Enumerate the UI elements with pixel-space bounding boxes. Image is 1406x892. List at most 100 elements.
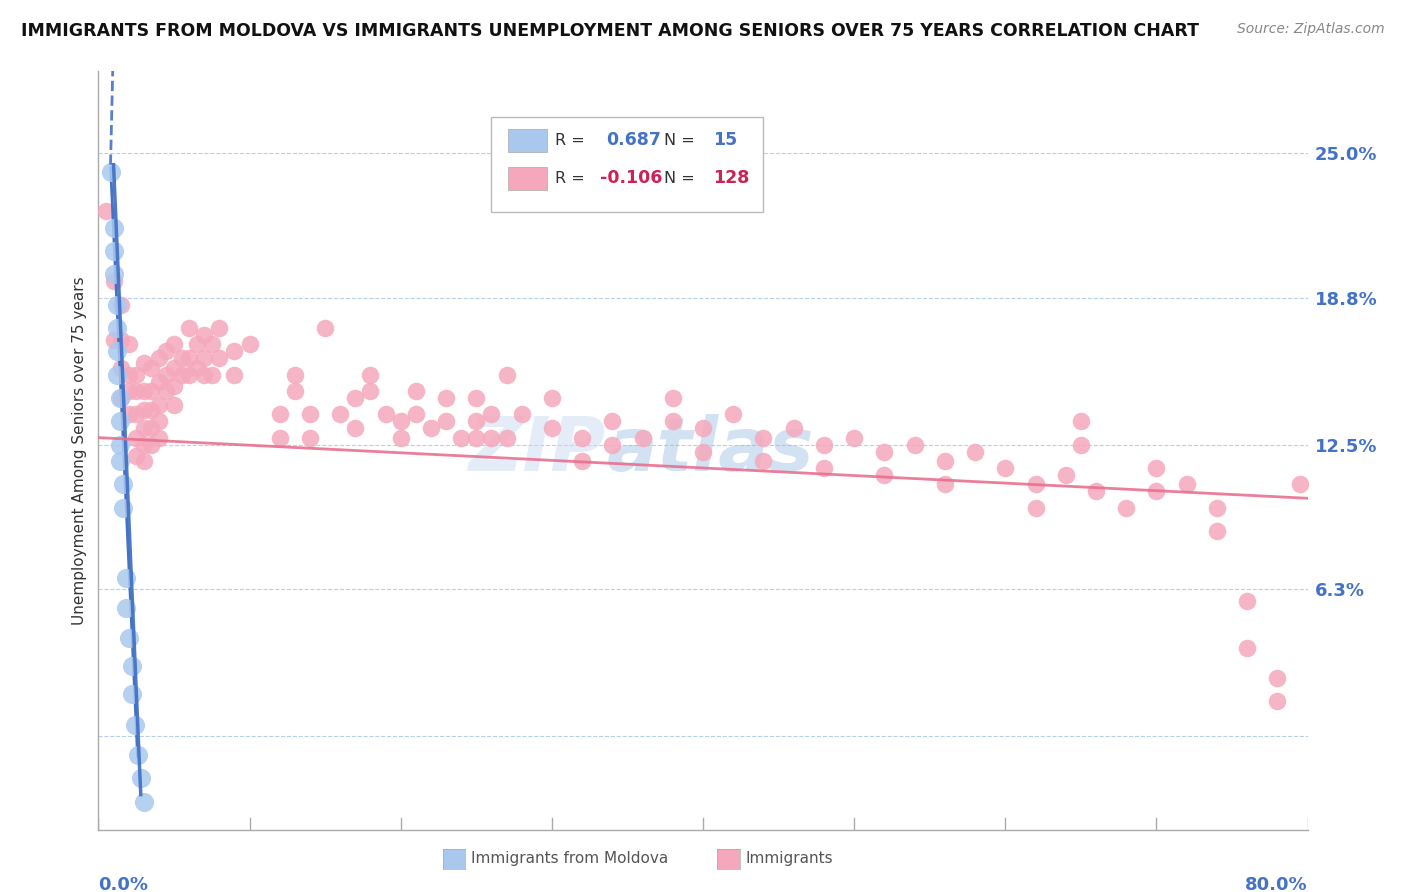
Text: IMMIGRANTS FROM MOLDOVA VS IMMIGRANTS UNEMPLOYMENT AMONG SENIORS OVER 75 YEARS C: IMMIGRANTS FROM MOLDOVA VS IMMIGRANTS UN… — [21, 22, 1199, 40]
Point — [103, 244, 125, 258]
Point — [100, 164, 122, 178]
Point — [481, 407, 503, 421]
Point — [540, 391, 562, 405]
Point — [602, 414, 624, 428]
Point — [1236, 594, 1258, 608]
Point — [129, 771, 152, 785]
Point — [148, 351, 170, 366]
Point — [1289, 477, 1312, 491]
Point — [127, 747, 149, 762]
Point — [389, 431, 412, 445]
Text: -0.106: -0.106 — [600, 169, 662, 187]
Point — [111, 500, 134, 515]
Point — [284, 368, 307, 382]
Point — [434, 391, 457, 405]
Text: 0.0%: 0.0% — [98, 876, 149, 892]
Point — [125, 450, 148, 464]
Point — [103, 333, 125, 347]
Point — [813, 437, 835, 451]
Point — [224, 368, 246, 382]
Point — [965, 444, 987, 458]
Point — [1054, 467, 1077, 482]
Point — [904, 437, 927, 451]
FancyBboxPatch shape — [492, 117, 763, 211]
Point — [125, 431, 148, 445]
Point — [495, 368, 517, 382]
Point — [1144, 484, 1167, 499]
Point — [1267, 671, 1289, 685]
Point — [110, 391, 132, 405]
Point — [155, 368, 177, 382]
Point — [269, 407, 291, 421]
Point — [132, 421, 155, 435]
Point — [170, 351, 193, 366]
Point — [314, 321, 336, 335]
Point — [571, 454, 593, 468]
Text: 80.0%: 80.0% — [1244, 876, 1308, 892]
Point — [465, 431, 488, 445]
Point — [132, 402, 155, 417]
Point — [344, 391, 367, 405]
Point — [571, 431, 593, 445]
Point — [752, 454, 775, 468]
Point — [179, 351, 201, 366]
Point — [602, 437, 624, 451]
Point — [132, 356, 155, 370]
Point — [1085, 484, 1108, 499]
Point — [1267, 694, 1289, 708]
Point — [1070, 414, 1092, 428]
Point — [374, 407, 396, 421]
Point — [1024, 477, 1046, 491]
Point — [141, 421, 163, 435]
Point — [108, 414, 131, 428]
Text: 0.687: 0.687 — [606, 131, 661, 149]
Point — [132, 454, 155, 468]
Point — [434, 414, 457, 428]
Point — [163, 398, 186, 412]
Point — [465, 391, 488, 405]
Point — [125, 368, 148, 382]
Text: Immigrants: Immigrants — [745, 852, 832, 866]
Point — [1024, 500, 1046, 515]
Point — [465, 414, 488, 428]
Point — [405, 407, 427, 421]
Point — [132, 384, 155, 398]
Point — [105, 298, 128, 312]
Point — [813, 461, 835, 475]
Point — [118, 384, 141, 398]
Point — [723, 407, 745, 421]
Point — [201, 337, 224, 351]
Y-axis label: Unemployment Among Seniors over 75 years: Unemployment Among Seniors over 75 years — [72, 277, 87, 624]
Point — [692, 421, 714, 435]
Point — [118, 632, 141, 646]
Point — [481, 431, 503, 445]
Point — [110, 298, 132, 312]
Point — [105, 344, 128, 359]
Point — [148, 414, 170, 428]
Point — [125, 384, 148, 398]
Point — [141, 437, 163, 451]
FancyBboxPatch shape — [509, 129, 547, 152]
Point — [114, 571, 136, 585]
Point — [108, 437, 131, 451]
Text: R =: R = — [555, 133, 585, 148]
Point — [110, 360, 132, 375]
Point — [1144, 461, 1167, 475]
Point — [994, 461, 1017, 475]
Text: atlas: atlas — [606, 414, 814, 487]
Point — [121, 687, 143, 701]
Point — [934, 477, 956, 491]
Point — [132, 795, 155, 809]
Point — [224, 344, 246, 359]
Point — [1236, 640, 1258, 655]
Point — [934, 454, 956, 468]
Point — [148, 431, 170, 445]
Point — [510, 407, 533, 421]
Point — [155, 384, 177, 398]
Point — [208, 321, 231, 335]
Point — [111, 477, 134, 491]
Point — [118, 337, 141, 351]
Point — [163, 337, 186, 351]
Point — [179, 321, 201, 335]
Point — [94, 204, 117, 219]
